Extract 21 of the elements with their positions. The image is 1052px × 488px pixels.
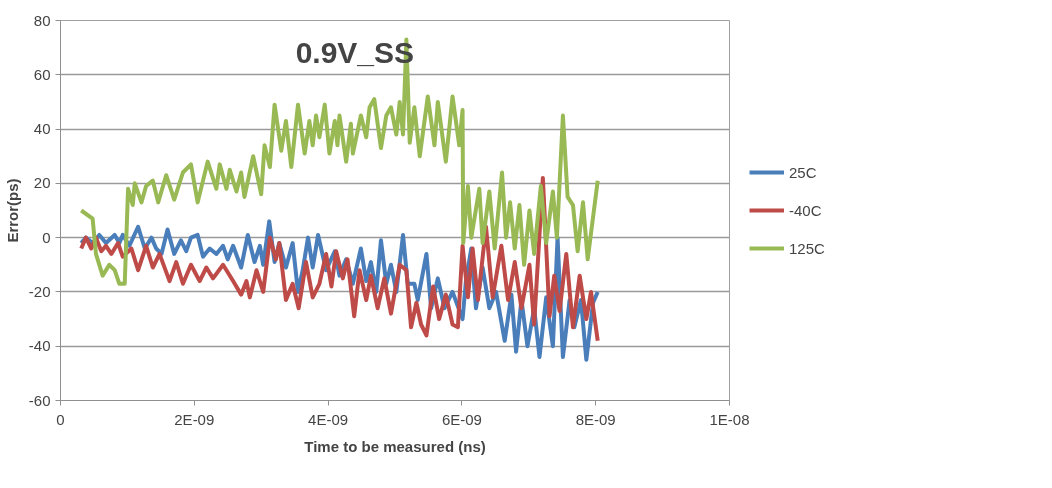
y-tick-label: -20: [28, 282, 51, 300]
x-tick-label: 1E-08: [709, 410, 750, 428]
y-tick-label: 20: [33, 174, 51, 192]
line-series: [79, 37, 600, 286]
y-tick-label: -60: [28, 391, 51, 409]
y-tick-label: 80: [33, 11, 51, 29]
x-tick-label: 8E-09: [575, 410, 616, 428]
legend-label: 25C: [789, 163, 817, 181]
legend-label: -40C: [789, 201, 822, 219]
y-axis-title: Error(ps): [3, 178, 21, 243]
y-tick-label: 40: [33, 120, 51, 138]
x-tick-label: 4E-09: [308, 410, 349, 428]
line-series: [79, 175, 600, 343]
y-tick-label: 60: [33, 65, 51, 83]
x-tick-label: 2E-09: [174, 410, 215, 428]
y-tick-label: -40: [28, 337, 51, 355]
x-tick-label: 0: [56, 410, 65, 428]
x-axis-title: Time to be measured (ns): [304, 437, 486, 455]
x-tick-label: 6E-09: [441, 410, 482, 428]
y-tick-label: 0: [42, 228, 51, 246]
legend-label: 125C: [789, 239, 825, 257]
